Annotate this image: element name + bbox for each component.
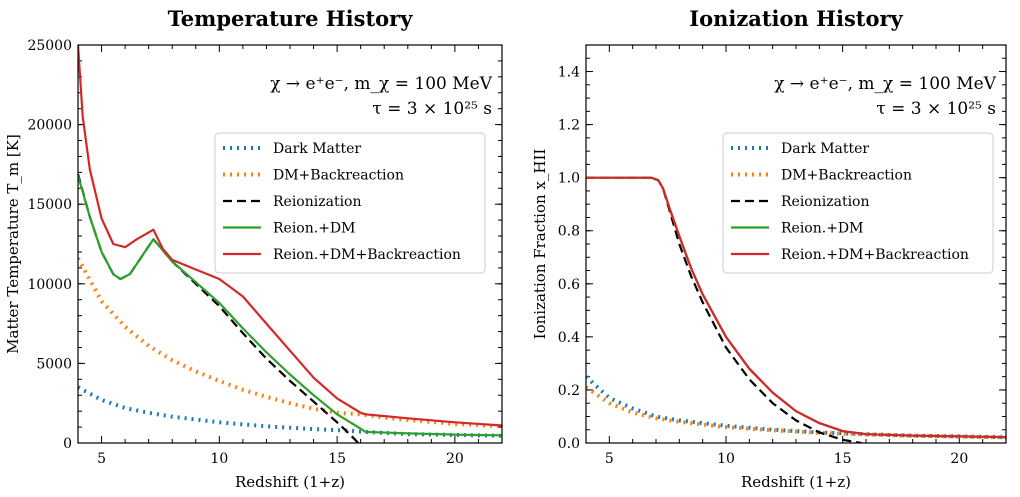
annotation-line-1: χ → e⁺e⁻, m_χ = 100 MeV (774, 74, 997, 94)
series-line-dm-backreaction (586, 385, 1006, 440)
series-line-reion-dm-backreaction (78, 45, 502, 427)
y-tick-label: 0.8 (558, 224, 580, 240)
x-tick-label: 15 (834, 451, 852, 467)
y-tick-label: 0.4 (558, 330, 580, 346)
legend-box (722, 132, 994, 274)
legend-label: Reion.+DM+Backreaction (781, 247, 969, 263)
y-axis-label: Matter Temperature T_m [K] (4, 134, 22, 354)
y-axis-label: Ionization Fraction x_HII (531, 149, 549, 340)
legend-label: Dark Matter (273, 141, 361, 157)
y-tick-label: 1.0 (558, 171, 580, 187)
x-tick-label: 20 (950, 451, 968, 467)
plot-frame (585, 44, 1007, 444)
legend-label: Reion.+DM (273, 221, 356, 237)
plot-area (586, 176, 1006, 443)
plot-frame (77, 44, 503, 444)
chart-title: Ionization History (689, 6, 903, 31)
x-tick-label: 15 (328, 451, 346, 467)
x-tick-label: 5 (97, 451, 106, 467)
y-tick-label: 10000 (27, 277, 72, 293)
legend-box (214, 132, 486, 274)
y-tick-label: 0.2 (558, 383, 580, 399)
legend-label: Dark Matter (781, 141, 869, 157)
x-tick-label: 10 (210, 451, 228, 467)
y-tick-label: 25000 (27, 38, 72, 54)
plot-area (78, 45, 502, 443)
series-line-reion-dm (78, 174, 502, 437)
series-line-reion-dm-backreaction (586, 176, 1006, 439)
y-tick-label: 0.6 (558, 277, 580, 293)
y-tick-label: 0 (63, 436, 72, 452)
x-tick-label: 5 (605, 451, 614, 467)
legend-label: DM+Backreaction (273, 168, 404, 184)
legend-label: Reionization (273, 194, 362, 210)
panel-temperature: Temperature History Redshift (1+z) Matter … (4, 6, 503, 491)
panel-ionization: Ionization History Redshift (1+z) Ionizati… (531, 6, 1007, 491)
x-axis-label: Redshift (1+z) (741, 473, 851, 491)
y-tick-label: 1.4 (558, 65, 580, 81)
x-tick-label: 10 (717, 451, 735, 467)
y-tick-label: 15000 (27, 197, 72, 213)
series-line-dm-backreaction (78, 257, 502, 429)
y-tick-label: 5000 (36, 356, 72, 372)
annotation-line-1: χ → e⁺e⁻, m_χ = 100 MeV (270, 74, 493, 94)
y-tick-label: 0.0 (558, 436, 580, 452)
legend-label: DM+Backreaction (781, 168, 912, 184)
y-tick-label: 1.2 (558, 118, 580, 134)
chart-title: Temperature History (168, 6, 414, 31)
x-tick-label: 20 (446, 451, 464, 467)
y-tick-label: 20000 (27, 118, 72, 134)
series-line-dark-matter (78, 385, 502, 438)
legend-label: Reionization (781, 194, 870, 210)
annotation-line-2: τ = 3 × 10²⁵ s (876, 99, 996, 119)
annotation-line-2: τ = 3 × 10²⁵ s (372, 99, 492, 119)
legend-label: Reion.+DM (781, 221, 864, 237)
series-line-dark-matter (586, 375, 1006, 440)
legend-label: Reion.+DM+Backreaction (273, 247, 461, 263)
x-axis-label: Redshift (1+z) (235, 473, 345, 491)
